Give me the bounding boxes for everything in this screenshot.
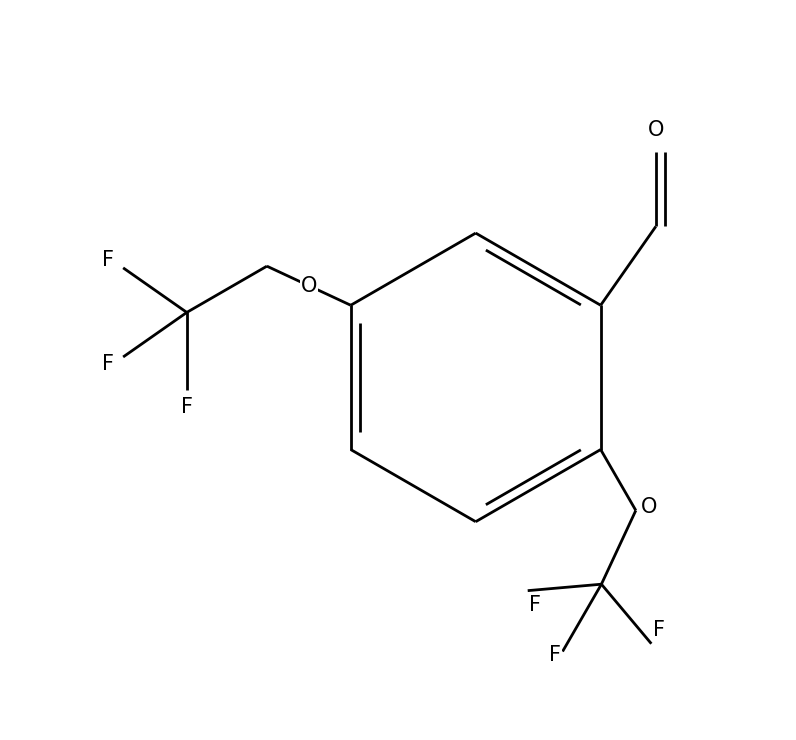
Text: F: F: [549, 645, 561, 665]
Text: O: O: [641, 497, 657, 517]
Text: F: F: [103, 354, 115, 374]
Text: F: F: [103, 250, 115, 270]
Text: F: F: [181, 397, 193, 417]
Text: F: F: [529, 596, 541, 616]
Text: O: O: [648, 120, 664, 141]
Text: F: F: [653, 620, 665, 640]
Text: O: O: [301, 276, 317, 296]
